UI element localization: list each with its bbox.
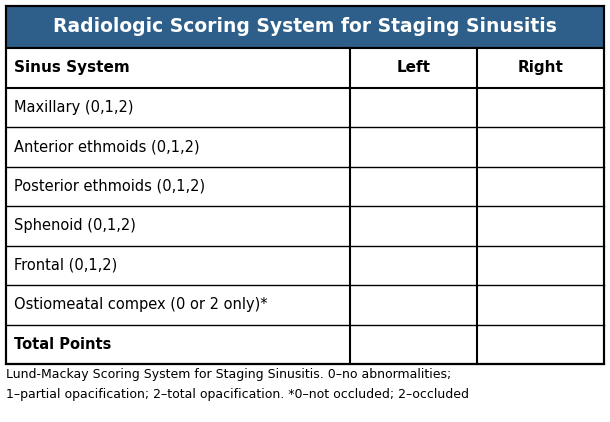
Text: Anterior ethmoids (0,1,2): Anterior ethmoids (0,1,2): [14, 139, 199, 154]
Text: Right: Right: [517, 60, 563, 75]
Text: Left: Left: [396, 60, 430, 75]
Text: 1–partial opacification; 2–total opacification. *0–not occluded; 2–occluded: 1–partial opacification; 2–total opacifi…: [6, 388, 469, 401]
Text: Maxillary (0,1,2): Maxillary (0,1,2): [14, 100, 134, 115]
Text: Sphenoid (0,1,2): Sphenoid (0,1,2): [14, 218, 136, 233]
Text: Total Points: Total Points: [14, 337, 112, 352]
Text: Sinus System: Sinus System: [14, 60, 130, 75]
Bar: [6, 48, 604, 364]
Text: Posterior ethmoids (0,1,2): Posterior ethmoids (0,1,2): [14, 179, 205, 194]
Bar: [6, 6, 604, 48]
Text: Ostiomeatal compex (0 or 2 only)*: Ostiomeatal compex (0 or 2 only)*: [14, 297, 268, 312]
Text: Radiologic Scoring System for Staging Sinusitis: Radiologic Scoring System for Staging Si…: [53, 17, 557, 36]
Text: Frontal (0,1,2): Frontal (0,1,2): [14, 258, 117, 273]
Text: Lund-Mackay Scoring System for Staging Sinusitis. 0–no abnormalities;: Lund-Mackay Scoring System for Staging S…: [6, 368, 451, 381]
